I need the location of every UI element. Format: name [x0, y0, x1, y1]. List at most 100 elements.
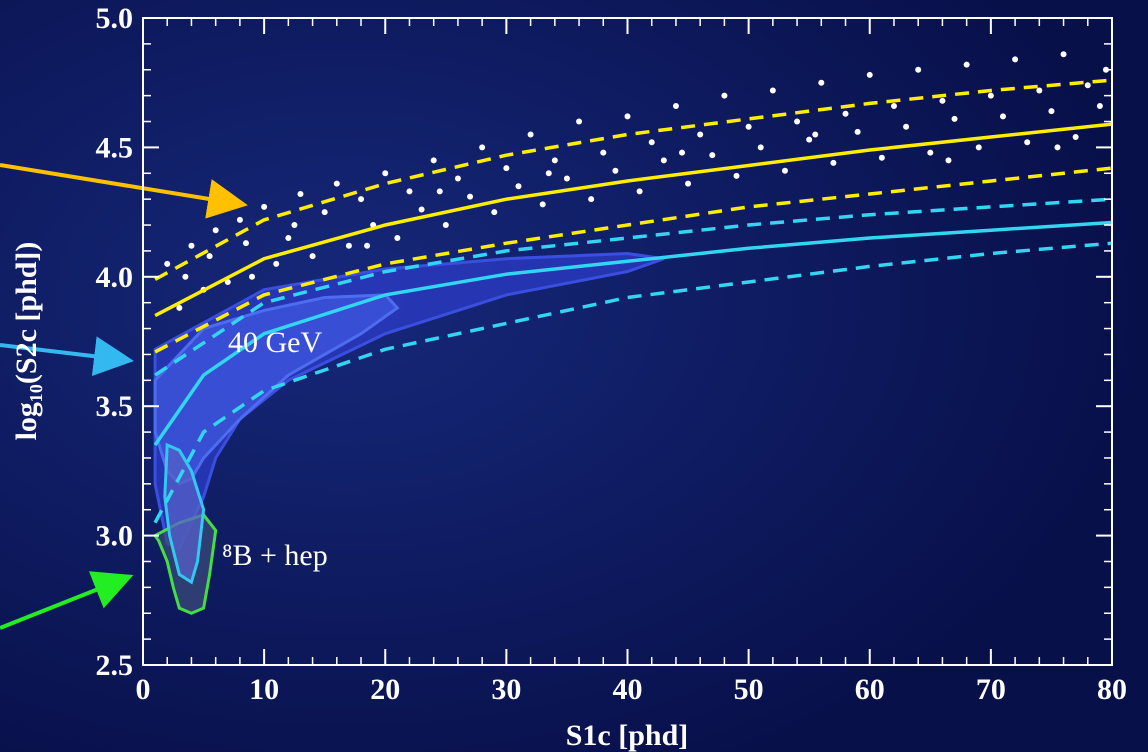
annotation: ⁸B + hep — [222, 539, 328, 572]
data-point — [224, 278, 231, 285]
x-tick-label: 30 — [491, 673, 521, 706]
data-point — [212, 227, 219, 234]
data-point — [273, 260, 280, 267]
data-point — [757, 144, 764, 151]
data-point — [648, 139, 655, 146]
data-point — [297, 190, 304, 197]
data-point — [672, 102, 679, 109]
data-point — [903, 123, 910, 130]
contour — [163, 442, 206, 585]
x-tick-label: 10 — [249, 673, 279, 706]
data-point — [418, 206, 425, 213]
data-point — [660, 157, 667, 164]
data-point — [963, 61, 970, 68]
data-point — [576, 118, 583, 125]
data-point — [479, 144, 486, 151]
data-point — [394, 234, 401, 241]
data-point — [527, 131, 534, 138]
data-point — [781, 167, 788, 174]
data-point — [745, 123, 752, 130]
data-point — [467, 193, 474, 200]
curve — [153, 220, 1113, 446]
curve — [154, 122, 1113, 318]
data-point — [1060, 51, 1067, 58]
data-point — [1012, 56, 1019, 63]
data-point — [242, 240, 249, 247]
arrow — [0, 571, 134, 630]
data-point — [812, 131, 819, 138]
data-point — [679, 149, 686, 156]
y-tick-label: 3.0 — [96, 520, 134, 553]
x-tick-label: 0 — [136, 673, 151, 706]
data-point — [309, 253, 316, 260]
y-tick-label: 4.0 — [96, 261, 134, 294]
data-point — [188, 242, 195, 249]
data-point — [915, 66, 922, 73]
x-tick-label: 40 — [613, 673, 643, 706]
data-point — [1072, 134, 1079, 141]
data-point — [503, 165, 510, 172]
data-point — [600, 149, 607, 156]
data-point — [769, 87, 776, 94]
data-point — [545, 170, 552, 177]
data-point — [794, 118, 801, 125]
data-point — [588, 196, 595, 203]
data-point — [733, 172, 740, 179]
arrow — [0, 163, 248, 219]
data-point — [866, 71, 873, 78]
y-tick-label: 5.0 — [96, 2, 134, 35]
data-point — [830, 159, 837, 166]
data-point — [382, 170, 389, 177]
data-point — [539, 201, 546, 208]
x-axis-label: S1c [phd] — [566, 719, 689, 752]
data-point — [491, 209, 498, 216]
data-point — [951, 115, 958, 122]
y-tick-label: 4.5 — [96, 131, 134, 164]
data-point — [164, 260, 171, 267]
data-point — [987, 92, 994, 99]
data-point — [249, 273, 256, 280]
data-point — [206, 253, 213, 260]
data-point — [1096, 102, 1103, 109]
data-point — [364, 242, 371, 249]
data-point — [436, 188, 443, 195]
y-axis-label: log₁₀(S2c [phd]) — [10, 242, 43, 441]
x-tick-label: 50 — [734, 673, 764, 706]
data-point — [975, 144, 982, 151]
data-point — [563, 175, 570, 182]
data-point — [842, 110, 849, 117]
data-point — [176, 304, 183, 311]
data-point — [1084, 82, 1091, 89]
data-point — [878, 154, 885, 161]
data-point — [345, 242, 352, 249]
data-point — [999, 113, 1006, 120]
annotation: 40 GeV — [228, 326, 322, 359]
data-point — [236, 216, 243, 223]
x-tick-label: 80 — [1097, 673, 1127, 706]
data-point — [818, 79, 825, 86]
data-point — [261, 203, 268, 210]
data-point — [515, 183, 522, 190]
data-point — [454, 175, 461, 182]
data-point — [945, 157, 952, 164]
data-point — [721, 92, 728, 99]
data-point — [685, 180, 692, 187]
data-point — [806, 136, 813, 143]
data-point — [406, 188, 413, 195]
x-tick-label: 70 — [976, 673, 1006, 706]
data-point — [291, 222, 298, 229]
data-point — [430, 157, 437, 164]
arrow — [0, 336, 134, 377]
y-tick-label: 2.5 — [96, 649, 134, 682]
data-point — [927, 149, 934, 156]
data-point — [709, 152, 716, 159]
data-point — [1048, 108, 1055, 115]
data-point — [624, 113, 631, 120]
data-point — [890, 102, 897, 109]
data-point — [854, 128, 861, 135]
data-point — [636, 188, 643, 195]
curve — [154, 197, 1113, 377]
data-point — [333, 180, 340, 187]
data-point — [321, 209, 328, 216]
